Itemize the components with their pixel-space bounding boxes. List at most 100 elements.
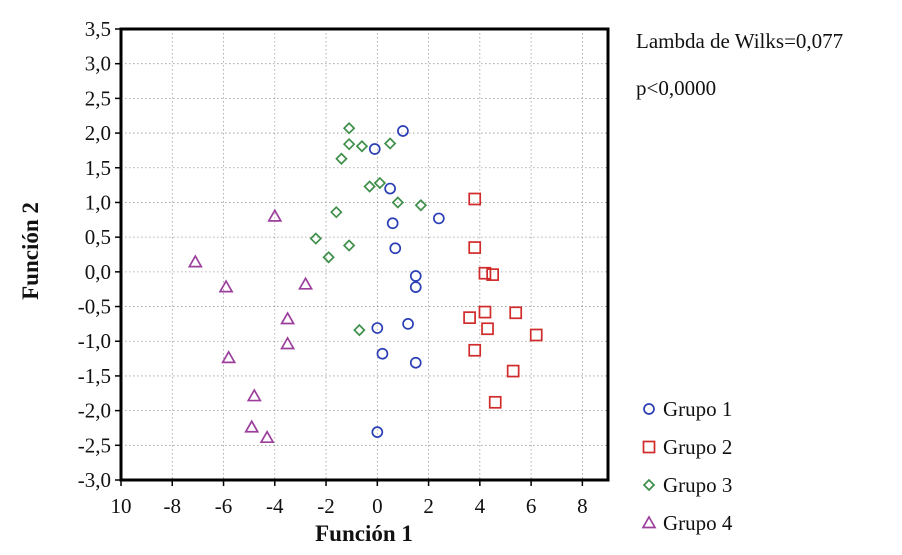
data-point-triangle [267, 208, 283, 222]
y-tick-label: 3,5 [85, 17, 111, 41]
data-point-square [478, 305, 492, 319]
x-axis-label: Función 1 [315, 521, 413, 546]
data-point-diamond [391, 196, 405, 209]
data-point-triangle [218, 279, 234, 293]
data-point-diamond [355, 140, 369, 153]
points-layer [187, 122, 543, 444]
y-tick-labels: 3,5 3,0 2,5 2,0 1,5 1,0 0,5 0,0 -0,5 -1,0 -1,5 -2,0… [78, 17, 111, 492]
data-point-diamond [363, 180, 376, 193]
data-point-square [468, 343, 482, 357]
legend-item: Grupo 4 [641, 511, 733, 535]
data-point-diamond [342, 122, 356, 135]
x-tick-label: 2 [423, 494, 434, 518]
data-point-triangle [244, 419, 260, 433]
y-tick-label: 3,0 [85, 52, 111, 76]
y-tick-label: 1,5 [85, 156, 111, 180]
data-point-circle [371, 426, 384, 438]
data-point-diamond [309, 232, 323, 245]
data-point-circle [409, 270, 422, 282]
x-tick-label: -4 [266, 494, 284, 518]
wilks-lambda-annotation: Lambda de Wilks=0,077 [636, 29, 843, 53]
y-tick-label: 2,5 [85, 86, 111, 110]
data-point-circle [397, 125, 409, 137]
x-tick-label: 10 [111, 494, 132, 518]
y-tick-label: 1,0 [85, 190, 111, 214]
data-point-diamond [342, 137, 356, 151]
data-point-diamond [322, 251, 335, 264]
data-point-triangle [221, 350, 237, 364]
data-point-triangle [280, 311, 296, 325]
data-point-triangle [259, 429, 275, 444]
data-point-triangle [298, 276, 314, 290]
p-value-annotation: p<0,0000 [636, 76, 716, 100]
data-point-square [486, 268, 500, 281]
legend-item: Grupo 2 [642, 435, 732, 459]
data-point-square [478, 266, 492, 280]
x-tick-label: 0 [372, 494, 383, 518]
data-point-triangle [187, 254, 203, 268]
y-tick-label: 0,5 [85, 225, 111, 249]
data-point-diamond [342, 239, 356, 252]
data-point-diamond [414, 199, 428, 212]
x-tick-labels: 10 -8 -6 -4 -2 0 2 4 6 8 [111, 494, 588, 518]
y-tick-label: 2,0 [85, 121, 111, 145]
legend-marker-square [642, 440, 656, 454]
data-point-circle [409, 356, 422, 369]
data-point-circle [389, 242, 402, 255]
legend-marker-diamond [642, 478, 656, 492]
y-tick-label: -2,0 [78, 399, 111, 423]
y-tick-label: 0,0 [85, 260, 111, 284]
data-point-square [481, 322, 494, 336]
x-tick-label: 6 [526, 494, 537, 518]
y-tick-label: -3,0 [78, 468, 111, 492]
data-point-square [506, 364, 520, 378]
data-point-circle [376, 347, 389, 360]
y-tick-label: -2,5 [78, 433, 111, 457]
data-point-square [529, 328, 543, 342]
legend: Grupo 1 Grupo 2 Grupo 3 Grupo 4 [641, 397, 733, 535]
tick-layer [115, 28, 584, 486]
data-point-circle [384, 182, 396, 195]
data-point-triangle [246, 388, 262, 402]
grid-layer [120, 28, 608, 481]
data-point-circle [386, 217, 399, 230]
series-group-4 [187, 208, 314, 444]
data-point-diamond [330, 205, 343, 219]
data-point-circle [409, 281, 422, 293]
x-tick-label: -8 [164, 494, 182, 518]
data-point-diamond [335, 152, 348, 165]
legend-marker-triangle [641, 515, 657, 529]
y-tick-label: -1,0 [78, 329, 111, 353]
legend-label: Grupo 3 [663, 473, 732, 497]
legend-item: Grupo 1 [643, 397, 732, 421]
data-point-diamond [373, 176, 387, 190]
data-point-circle [371, 322, 384, 334]
data-point-square [468, 192, 482, 206]
legend-label: Grupo 2 [663, 435, 732, 459]
data-point-diamond [383, 137, 397, 150]
series-group-1 [368, 125, 445, 438]
data-point-square [468, 241, 482, 254]
legend-item: Grupo 3 [642, 473, 732, 497]
x-tick-label: -6 [215, 494, 233, 518]
x-tick-label: -2 [317, 494, 335, 518]
data-point-square [509, 306, 523, 320]
legend-label: Grupo 1 [663, 397, 732, 421]
y-axis-label: Función 2 [18, 202, 43, 300]
data-point-circle [432, 212, 445, 225]
data-point-square [463, 311, 476, 324]
legend-marker-circle [643, 403, 655, 415]
data-point-circle [368, 143, 381, 155]
y-tick-label: -0,5 [78, 295, 111, 319]
legend-label: Grupo 4 [663, 511, 733, 535]
x-tick-label: 8 [577, 494, 588, 518]
data-point-triangle [280, 336, 296, 350]
y-tick-label: -1,5 [78, 364, 111, 388]
data-point-diamond [353, 323, 366, 337]
data-point-circle [402, 318, 414, 330]
plot-frame [119, 27, 610, 482]
series-group-3 [309, 122, 428, 337]
x-tick-label: 4 [475, 494, 486, 518]
